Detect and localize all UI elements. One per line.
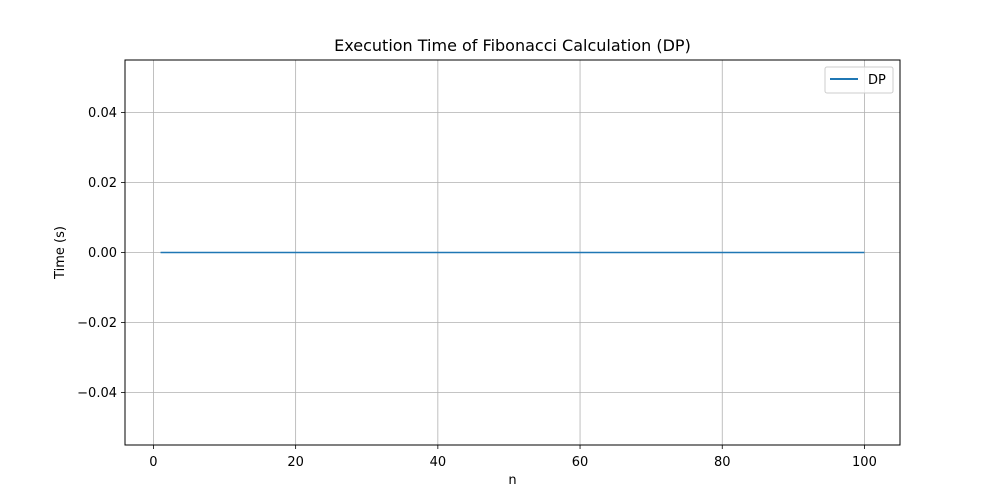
legend-frame [824,66,894,94]
x-tick-label: 40 [430,455,447,470]
y-tick-label: −0.04 [77,386,117,401]
y-tick-label: −0.02 [77,316,117,331]
y-tick-label: 0.02 [88,176,117,191]
y-axis: −0.04 −0.02 0.00 0.02 0.04 [77,106,125,401]
x-tick-label: 80 [714,455,731,470]
y-tick-label: 0.04 [88,106,117,121]
chart-title: Execution Time of Fibonacci Calculation … [334,36,691,55]
y-tick-label: 0.00 [88,246,117,261]
x-axis: 0 20 40 60 80 100 [149,445,877,470]
y-axis-label: Time (s) [53,226,68,280]
x-tick-label: 20 [287,455,304,470]
x-axis-label: n [508,473,516,488]
x-tick-label: 0 [149,455,157,470]
legend-label: DP [868,73,886,88]
x-tick-label: 100 [852,455,877,470]
x-tick-label: 60 [572,455,589,470]
legend: DP [824,66,894,94]
